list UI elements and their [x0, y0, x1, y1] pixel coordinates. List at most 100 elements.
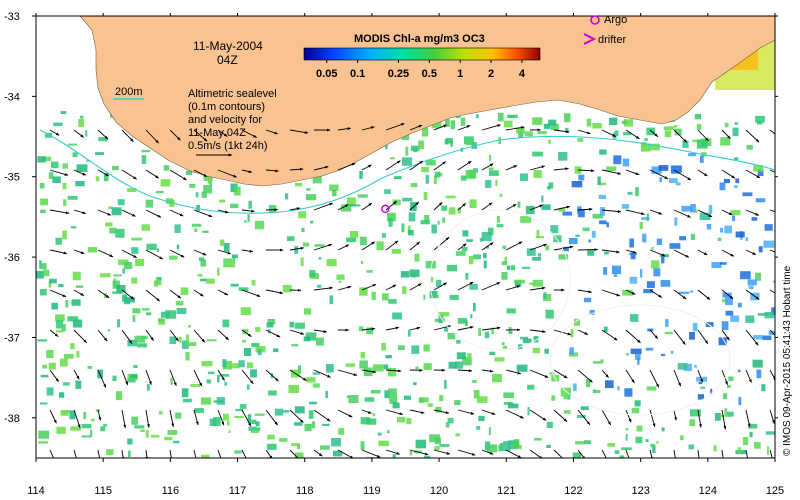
- chl-patch: [753, 165, 764, 172]
- velocity-arrow: [505, 409, 524, 419]
- velocity-arrow: [649, 289, 663, 298]
- chl-patch: [55, 330, 64, 333]
- chl-patch: [476, 426, 481, 430]
- chl-patch: [131, 247, 139, 254]
- chl-patch: [238, 287, 249, 291]
- chl-patch: [248, 200, 252, 209]
- velocity-arrow: [433, 161, 447, 171]
- chl-patch: [338, 428, 345, 435]
- chl-patch: [592, 390, 601, 394]
- velocity-arrow: [121, 369, 129, 386]
- chl-patch: [577, 138, 584, 142]
- y-axis: -33 -34 -35 -36 -37 -38: [4, 11, 778, 425]
- chl-patch: [115, 391, 123, 401]
- x-tick-label: 121: [497, 485, 515, 497]
- chl-patch: [749, 432, 753, 438]
- chl-patch: [526, 206, 531, 210]
- chl-patch: [382, 293, 389, 301]
- chl-patch: [75, 180, 85, 187]
- chl-patch: [599, 207, 605, 216]
- chl-patch: [455, 251, 466, 256]
- velocity-arrow: [529, 204, 544, 211]
- chl-patch: [165, 310, 177, 319]
- chl-patch: [573, 318, 581, 326]
- chl-patch: [735, 231, 745, 238]
- legend-drifter-label: drifter: [598, 34, 626, 46]
- velocity-arrow: [433, 409, 450, 414]
- coastline-land: [36, 16, 775, 187]
- plot-frame: [35, 15, 776, 459]
- velocity-arrow: [265, 369, 279, 382]
- velocity-arrow: [649, 169, 669, 180]
- velocity-arrow: [601, 169, 622, 175]
- velocity-arrow: [313, 202, 334, 211]
- chl-patch: [622, 158, 630, 167]
- velocity-arrow: [697, 449, 700, 458]
- velocity-arrow: [217, 209, 229, 214]
- chl-patch: [217, 374, 220, 383]
- chl-patch: [70, 226, 77, 229]
- velocity-arrow: [745, 409, 751, 428]
- chl-patch: [128, 450, 131, 457]
- velocity-arrow: [601, 129, 617, 137]
- chl-patch: [730, 209, 741, 216]
- map-date: 11-May-2004: [193, 39, 263, 53]
- chl-patch: [188, 325, 191, 328]
- velocity-arrow: [457, 409, 475, 415]
- velocity-arrow: [145, 249, 164, 260]
- chl-patch: [651, 247, 654, 250]
- chl-patch: [532, 347, 540, 354]
- chl-patch: [418, 140, 424, 150]
- chl-patch: [697, 394, 705, 400]
- chl-patch: [51, 161, 59, 169]
- velocity-arrow: [673, 249, 690, 258]
- chl-patch: [109, 227, 117, 234]
- chl-patch: [630, 348, 642, 355]
- chl-patch: [563, 113, 571, 123]
- velocity-arrow: [241, 169, 253, 173]
- chl-patch: [366, 418, 377, 425]
- velocity-arrow: [457, 160, 472, 171]
- chl-patch: [629, 276, 638, 284]
- chl-patch: [410, 145, 420, 151]
- chl-patch: [774, 161, 775, 167]
- chl-patch: [544, 348, 549, 354]
- chl-patch: [683, 363, 692, 372]
- chl-patch: [392, 454, 396, 458]
- chl-patch: [485, 245, 490, 249]
- chl-patch: [141, 308, 150, 311]
- velocity-arrow: [697, 289, 711, 300]
- chl-patch: [141, 149, 151, 153]
- chl-patch: [48, 362, 56, 370]
- chl-patch: [520, 336, 529, 340]
- chl-patch: [653, 268, 661, 277]
- velocity-arrow: [649, 329, 659, 339]
- chl-patch: [690, 290, 694, 293]
- chl-patch: [696, 139, 708, 149]
- velocity-arrow: [553, 449, 563, 458]
- chl-patch: [39, 260, 42, 269]
- annotation-line-4: 11-May 04Z: [188, 127, 246, 139]
- chl-patch: [502, 245, 507, 249]
- chl-patch: [450, 140, 453, 147]
- chl-patch: [377, 432, 382, 436]
- chl-patch: [303, 308, 312, 315]
- chl-patch: [755, 272, 761, 281]
- chl-patch: [762, 335, 772, 341]
- chl-patch: [546, 444, 551, 449]
- chl-patch: [349, 230, 359, 238]
- chl-patch: [308, 410, 314, 419]
- chl-patch: [467, 353, 472, 363]
- chl-patch: [39, 289, 47, 296]
- chl-patch: [206, 379, 211, 384]
- chl-patch: [411, 345, 420, 354]
- chl-patch: [487, 227, 494, 236]
- map-time: 04Z: [217, 53, 238, 67]
- argo-float-marker: [381, 204, 390, 214]
- chl-patch: [87, 366, 93, 369]
- velocity-arrow: [217, 369, 225, 381]
- chl-patch: [674, 128, 682, 136]
- chl-patch: [266, 322, 274, 328]
- chl-patch: [488, 427, 491, 436]
- chl-patch: [582, 227, 590, 232]
